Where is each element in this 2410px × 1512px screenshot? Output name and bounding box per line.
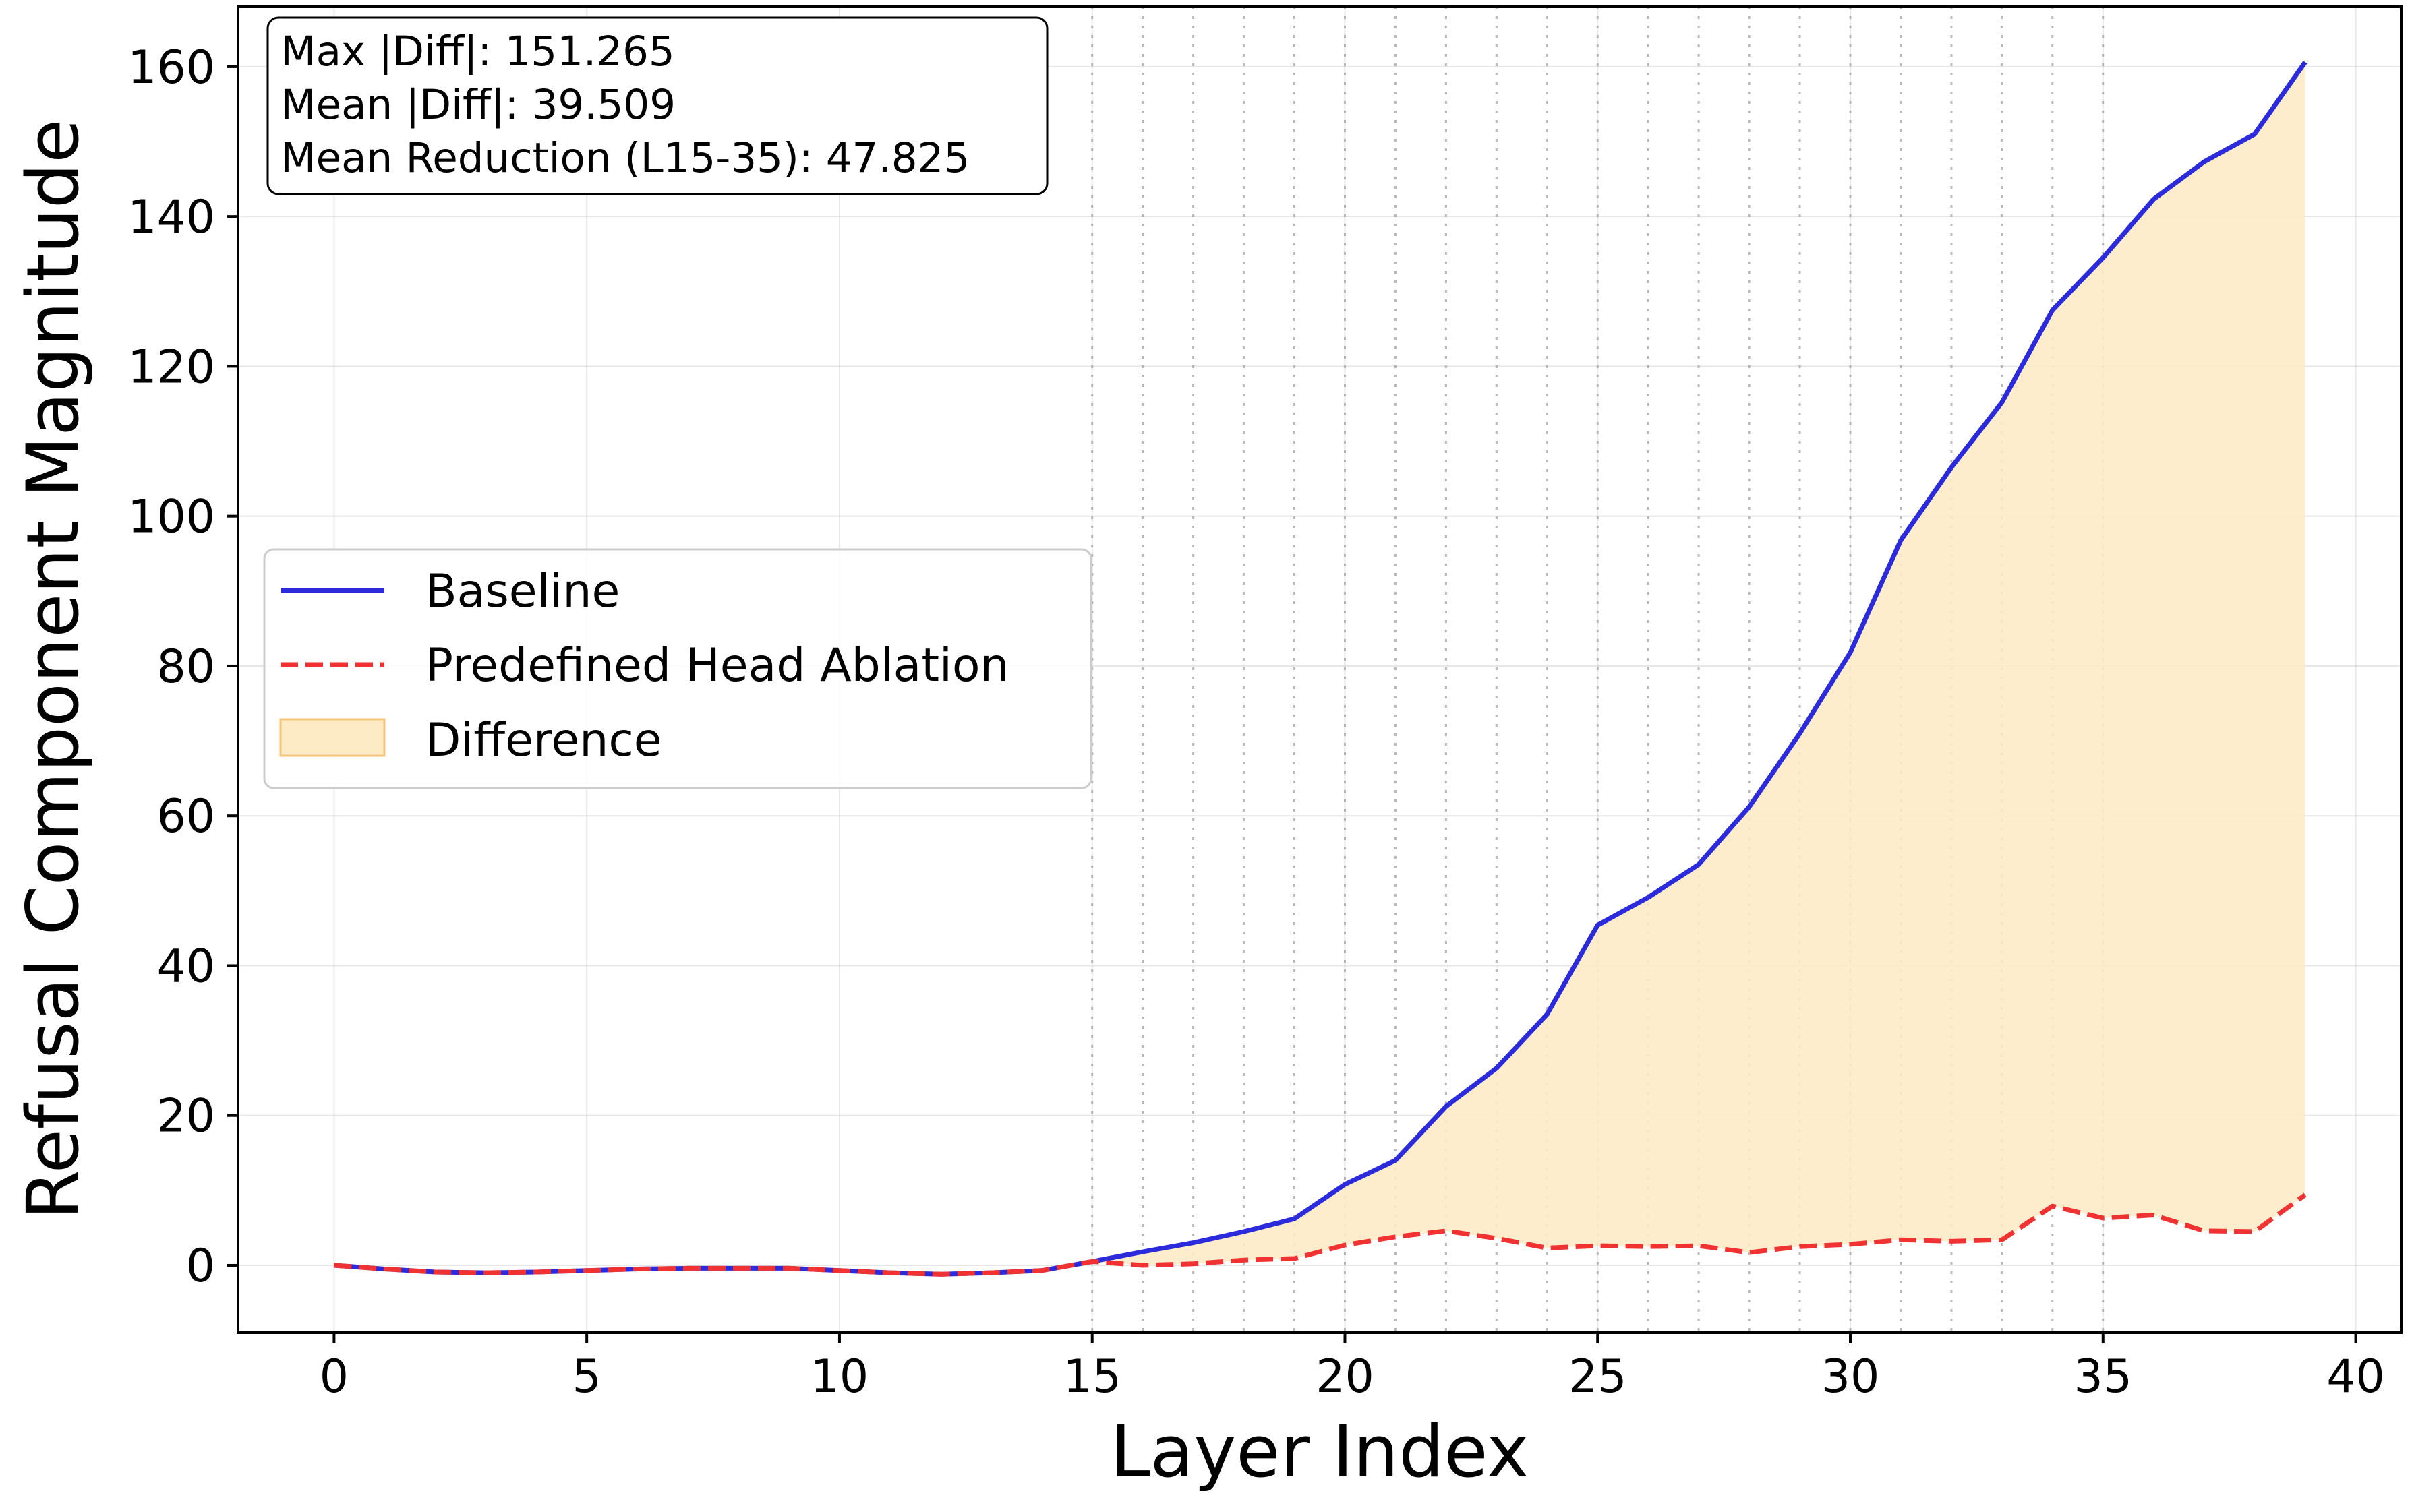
x-tick-label: 25 bbox=[1568, 1350, 1627, 1403]
legend-label-difference: Difference bbox=[425, 714, 662, 767]
y-tick-label: 160 bbox=[127, 41, 215, 94]
legend-swatch-difference bbox=[279, 718, 386, 757]
series-lines bbox=[334, 61, 2308, 1277]
stats-box: Max |Diff|: 151.265 Mean |Diff|: 39.509 … bbox=[266, 16, 1049, 195]
x-axis-label: Layer Index bbox=[1110, 1410, 1529, 1493]
legend-frame bbox=[263, 548, 1092, 789]
plot-frame bbox=[237, 5, 2403, 1334]
difference-fill bbox=[334, 62, 2305, 1275]
ablation-line bbox=[334, 1192, 2307, 1277]
y-tick-label: 100 bbox=[127, 491, 215, 544]
legend: Baseline Predefined Head Ablation Differ… bbox=[263, 548, 1092, 789]
y-tick-label: 140 bbox=[127, 191, 215, 244]
stats-max-diff: Max |Diff|: 151.265 bbox=[281, 28, 675, 75]
difference-fill-layer bbox=[334, 62, 2305, 1275]
x-tick-label: 15 bbox=[1063, 1350, 1121, 1403]
y-tick-label: 80 bbox=[156, 640, 215, 694]
x-tick-label: 20 bbox=[1316, 1350, 1374, 1403]
legend-label-ablation: Predefined Head Ablation bbox=[425, 639, 1009, 692]
y-tick-label: 40 bbox=[156, 940, 215, 993]
x-axis-ticks: 0 5 10 15 20 25 30 35 40 bbox=[320, 1333, 2385, 1403]
y-axis-label: Refusal Component Magnitude bbox=[11, 119, 94, 1220]
stats-mean-reduction: Mean Reduction (L15-35): 47.825 bbox=[281, 134, 970, 182]
x-tick-label: 30 bbox=[1821, 1350, 1880, 1403]
legend-label-baseline: Baseline bbox=[425, 565, 620, 618]
x-tick-label: 5 bbox=[572, 1350, 601, 1403]
x-tick-label: 40 bbox=[2326, 1350, 2385, 1403]
x-tick-label: 0 bbox=[320, 1350, 349, 1403]
x-tick-label: 35 bbox=[2074, 1350, 2133, 1403]
x-tick-label: 10 bbox=[811, 1350, 869, 1403]
y-axis-ticks: 0 20 40 60 80 100 120 140 160 bbox=[127, 41, 238, 1293]
y-tick-label: 20 bbox=[156, 1090, 215, 1143]
y-tick-label: 120 bbox=[127, 340, 215, 394]
y-tick-label: 60 bbox=[156, 790, 215, 843]
y-tick-label: 0 bbox=[186, 1240, 215, 1293]
stats-mean-diff: Mean |Diff|: 39.509 bbox=[281, 81, 676, 129]
stats-box-frame bbox=[266, 16, 1049, 195]
